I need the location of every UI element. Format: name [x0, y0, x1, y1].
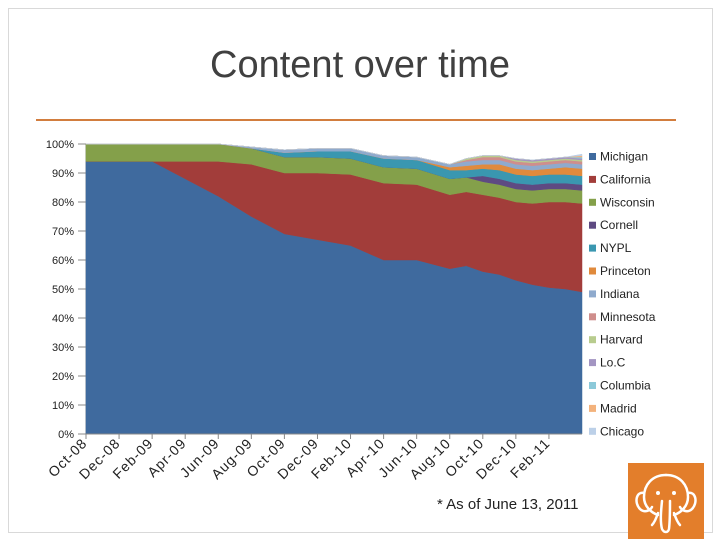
legend-swatch	[589, 382, 596, 389]
title-divider	[36, 119, 676, 121]
legend-label: Harvard	[600, 333, 643, 347]
legend-swatch	[589, 244, 596, 252]
legend-label: Cornell	[600, 218, 638, 232]
legend-label: California	[600, 172, 651, 186]
slide-title: Content over time	[210, 44, 510, 86]
legend-swatch	[589, 198, 596, 206]
y-tick-label: 10%	[52, 400, 74, 412]
legend-label: NYPL	[600, 241, 632, 255]
y-tick-label: 50%	[52, 284, 74, 296]
legend-label: Michigan	[600, 150, 648, 164]
legend-label: Minnesota	[600, 310, 656, 324]
legend-label: Chicago	[600, 424, 644, 438]
legend-label: Lo.C	[600, 356, 626, 370]
legend-swatch	[589, 153, 596, 160]
area-series	[85, 143, 583, 435]
y-tick-label: 20%	[52, 371, 74, 383]
legend-swatch	[589, 313, 596, 321]
y-tick-label: 90%	[52, 168, 74, 180]
legend-swatch	[589, 404, 596, 412]
y-tick-label: 70%	[52, 226, 74, 238]
y-tick-label: 100%	[46, 139, 74, 151]
y-tick-label: 0%	[58, 429, 74, 441]
y-tick-label: 80%	[52, 197, 74, 209]
y-axis-ticks: 0% 10% 20% 30% 40% 50% 60% 70% 80% 90% 100%	[46, 139, 87, 441]
legend: Michigan California Wisconsin Cornell NYPL Pr…	[589, 150, 656, 438]
legend-label: Princeton	[600, 264, 651, 278]
y-tick-label: 40%	[52, 313, 74, 325]
legend-label: Indiana	[600, 287, 640, 301]
legend-label: Madrid	[600, 401, 637, 415]
legend-swatch	[589, 175, 596, 183]
legend-label: Columbia	[600, 379, 651, 393]
legend-swatch	[589, 290, 596, 298]
y-tick-label: 60%	[52, 255, 74, 267]
slide-frame	[8, 8, 713, 533]
legend-swatch	[589, 359, 596, 367]
area-chicago	[86, 143, 583, 165]
legend-swatch	[589, 336, 596, 344]
legend-label: Wisconsin	[600, 195, 655, 209]
y-tick-label: 30%	[52, 342, 74, 354]
elephant-logo-icon	[628, 463, 704, 539]
legend-swatch	[589, 267, 596, 275]
legend-swatch	[589, 221, 596, 229]
footnote: * As of June 13, 2011	[437, 496, 579, 513]
legend-swatch	[589, 427, 596, 435]
x-axis-labels: Oct-08Dec-08Feb-09Apr-09Jun-09Aug-09Oct-…	[45, 433, 582, 482]
